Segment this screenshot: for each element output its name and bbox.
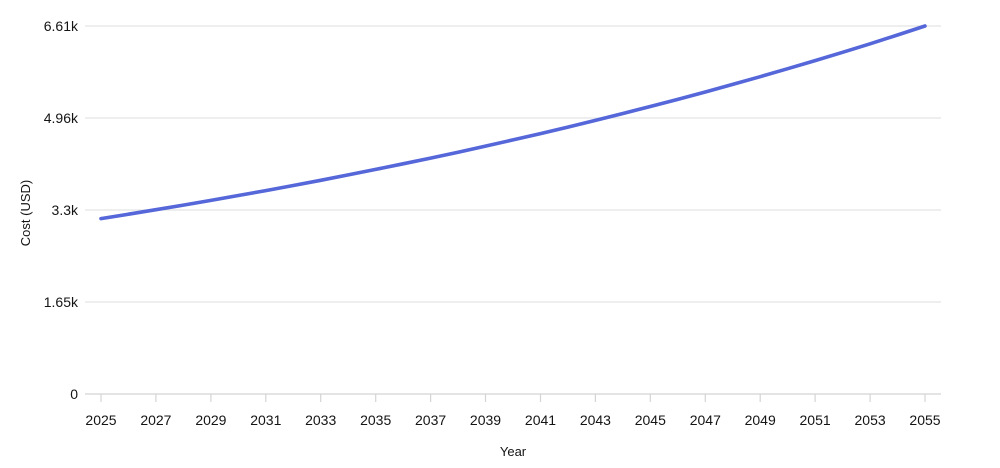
- x-tick-label: 2025: [85, 412, 116, 428]
- x-axis: [85, 393, 941, 402]
- x-axis-title: Year: [500, 444, 527, 459]
- x-tick-label: 2045: [635, 412, 666, 428]
- y-axis-title: Cost (USD): [18, 180, 33, 246]
- x-tick-label: 2053: [855, 412, 886, 428]
- x-tick-label: 2039: [470, 412, 501, 428]
- x-tick-label: 2055: [909, 412, 940, 428]
- x-tick-label: 2041: [525, 412, 556, 428]
- y-tick-label: 4.96k: [44, 110, 79, 126]
- x-tick-label: 2047: [690, 412, 721, 428]
- y-gridlines: [85, 25, 941, 303]
- x-tick-label: 2037: [415, 412, 446, 428]
- x-tick-label: 2031: [250, 412, 281, 428]
- x-tick-label: 2027: [140, 412, 171, 428]
- y-tick-label: 0: [70, 386, 78, 402]
- cost-series: [99, 24, 927, 221]
- x-tick-label: 2051: [800, 412, 831, 428]
- y-tick-label: 1.65k: [44, 294, 79, 310]
- x-tick-label: 2029: [195, 412, 226, 428]
- x-tick-label: 2035: [360, 412, 391, 428]
- x-tick-label: 2043: [580, 412, 611, 428]
- y-tick-label: 3.3k: [52, 202, 79, 218]
- x-tick-label: 2049: [745, 412, 776, 428]
- y-tick-label: 6.61k: [44, 18, 79, 34]
- cost-line-series: [99, 24, 927, 221]
- x-tick-label: 2033: [305, 412, 336, 428]
- y-tick-labels: 0 1.65k 3.3k 4.96k 6.61k: [44, 18, 79, 402]
- x-tick-labels: 2025 2027 2029 2031 2033 2035 2037 2039 2041 2043…: [85, 412, 940, 428]
